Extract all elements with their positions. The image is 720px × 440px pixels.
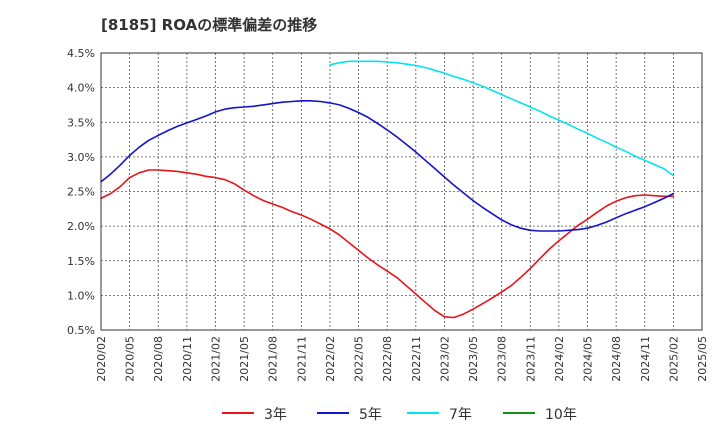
x-tick-label: 2022/02 bbox=[324, 336, 337, 382]
x-tick-label: 2023/05 bbox=[467, 336, 480, 382]
y-axis-ticks: 0.5% 1.0% 1.5% 2.0% 2.5% 3.0% 3.5% 4.0% 4.5% bbox=[67, 47, 95, 337]
x-tick-label: 2023/08 bbox=[496, 336, 509, 382]
x-tick-label: 2023/11 bbox=[524, 336, 537, 382]
x-tick-label: 2021/02 bbox=[209, 336, 222, 382]
legend-label-2: 7年 bbox=[449, 407, 472, 423]
x-tick-label: 2024/08 bbox=[610, 336, 623, 382]
series-line-1 bbox=[100, 100, 675, 232]
x-tick-label: 2022/05 bbox=[353, 336, 366, 382]
x-tick-label: 2021/05 bbox=[238, 336, 251, 382]
x-tick-label: 2024/02 bbox=[553, 336, 566, 382]
legend: 3年 5年 7年 10年 bbox=[222, 407, 577, 423]
x-tick-label: 2020/11 bbox=[181, 336, 194, 382]
x-tick-label: 2020/08 bbox=[152, 336, 165, 382]
x-tick-label: 2024/11 bbox=[639, 336, 652, 382]
x-tick-label: 2023/02 bbox=[438, 336, 451, 382]
x-tick-label: 2020/02 bbox=[95, 336, 108, 382]
y-tick-label: 3.5% bbox=[67, 116, 95, 129]
y-tick-label: 3.0% bbox=[67, 151, 95, 164]
x-tick-label: 2020/05 bbox=[124, 336, 137, 382]
y-tick-label: 4.0% bbox=[67, 82, 95, 95]
y-tick-label: 2.5% bbox=[67, 186, 95, 199]
grid-lines bbox=[100, 52, 703, 331]
x-tick-label: 2021/08 bbox=[267, 336, 280, 382]
chart-title: [8185] ROAの標準偏差の推移 bbox=[101, 16, 318, 34]
x-tick-label: 2024/05 bbox=[582, 336, 595, 382]
x-axis-ticks: 2020/02 2020/05 2020/08 2020/11 2021/02 2021/… bbox=[95, 336, 709, 382]
plot-area-border bbox=[100, 52, 703, 331]
y-tick-label: 1.5% bbox=[67, 255, 95, 268]
x-tick-label: 2025/02 bbox=[667, 336, 680, 382]
series-line-2 bbox=[329, 60, 675, 177]
y-tick-label: 0.5% bbox=[67, 324, 95, 337]
x-tick-label: 2022/08 bbox=[381, 336, 394, 382]
legend-label-0: 3年 bbox=[264, 407, 287, 423]
y-tick-label: 4.5% bbox=[67, 47, 95, 60]
x-tick-label: 2021/11 bbox=[295, 336, 308, 382]
series-lines bbox=[100, 60, 675, 319]
y-tick-label: 1.0% bbox=[67, 289, 95, 302]
legend-label-1: 5年 bbox=[359, 407, 382, 423]
x-tick-label: 2025/05 bbox=[696, 336, 709, 382]
x-tick-label: 2022/11 bbox=[410, 336, 423, 382]
y-tick-label: 2.0% bbox=[67, 220, 95, 233]
legend-label-3: 10年 bbox=[545, 407, 577, 423]
series-line-0 bbox=[100, 169, 675, 319]
